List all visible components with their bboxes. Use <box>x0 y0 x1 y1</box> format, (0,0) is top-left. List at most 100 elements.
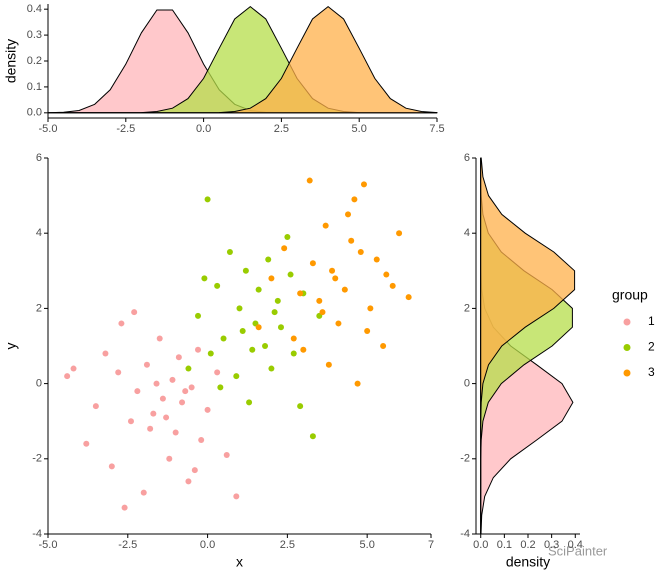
point <box>306 177 313 184</box>
point <box>249 346 256 353</box>
x-tick-label: 0.0 <box>473 539 488 551</box>
point <box>300 346 307 353</box>
point <box>70 365 77 372</box>
y-tick-label: -2 <box>460 453 470 465</box>
point <box>348 237 355 244</box>
x-tick-label: -5.0 <box>39 123 58 135</box>
x-tick-label: -5.0 <box>39 539 58 551</box>
point <box>195 312 202 319</box>
legend-marker <box>623 369 631 377</box>
point <box>153 380 160 387</box>
x-tick-label: 5.0 <box>352 123 367 135</box>
point <box>156 335 163 342</box>
point <box>309 433 316 440</box>
x-tick-label: 0.0 <box>200 539 215 551</box>
legend-label: 2 <box>648 340 655 354</box>
point <box>108 463 115 470</box>
point <box>239 327 246 334</box>
point <box>83 440 90 447</box>
point <box>281 245 288 252</box>
point <box>92 403 99 410</box>
point <box>345 211 352 218</box>
point <box>217 384 224 391</box>
point <box>242 267 249 274</box>
y-tick-label: -2 <box>32 453 42 465</box>
point <box>236 305 243 312</box>
point <box>166 455 173 462</box>
x-tick-label: 2.5 <box>274 123 289 135</box>
point <box>373 256 380 263</box>
y-tick-label: 2 <box>36 302 42 314</box>
point <box>354 380 361 387</box>
point <box>207 350 214 357</box>
point <box>309 260 316 267</box>
point <box>175 354 182 361</box>
point <box>351 196 358 203</box>
x-tick-label: 2.5 <box>280 539 295 551</box>
point <box>332 275 339 282</box>
watermark: SciPainter <box>548 543 608 558</box>
point <box>360 181 367 188</box>
point <box>405 294 412 301</box>
x-tick-label: 0.3 <box>544 539 559 551</box>
y-axis-label: density <box>3 39 19 83</box>
point <box>319 309 326 316</box>
point <box>147 425 154 432</box>
density-area <box>480 157 576 534</box>
point <box>159 395 166 402</box>
y-tick-label: 0.0 <box>27 107 42 119</box>
point <box>322 222 329 229</box>
point <box>325 361 332 368</box>
point <box>140 489 147 496</box>
x-tick-label: 0.0 <box>196 123 211 135</box>
point <box>172 429 179 436</box>
point <box>220 335 227 342</box>
density-area <box>48 5 438 114</box>
point <box>290 335 297 342</box>
point <box>223 452 230 459</box>
point <box>341 286 348 293</box>
point <box>316 297 323 304</box>
point <box>383 271 390 278</box>
point <box>201 275 208 282</box>
point <box>169 376 176 383</box>
point <box>329 267 336 274</box>
point <box>380 343 387 349</box>
y-tick-label: 6 <box>464 152 470 164</box>
point <box>357 249 364 255</box>
y-tick-label: -4 <box>32 528 42 540</box>
point <box>131 309 138 316</box>
legend-label: 3 <box>648 365 655 379</box>
point <box>163 414 170 421</box>
point <box>179 399 186 406</box>
point <box>364 327 371 334</box>
point <box>191 467 198 474</box>
legend-marker <box>623 318 631 326</box>
x-tick-label: 0.2 <box>520 539 535 551</box>
y-tick-label: 6 <box>36 152 42 164</box>
point <box>127 418 134 425</box>
point <box>396 230 403 237</box>
point <box>195 346 202 353</box>
x-tick-label: 5.0 <box>360 539 375 551</box>
point <box>185 478 192 485</box>
point <box>290 350 297 357</box>
point <box>233 493 240 500</box>
point <box>284 233 291 240</box>
y-tick-label: 4 <box>464 227 470 239</box>
x-tick-label: 0.4 <box>568 539 583 551</box>
y-tick-label: 0.2 <box>27 55 42 67</box>
x-axis-label: x <box>236 554 243 570</box>
point <box>265 256 272 263</box>
y-tick-label: 0.3 <box>27 29 42 41</box>
point <box>214 369 221 376</box>
x-tick-label: -2.5 <box>116 123 135 135</box>
point <box>115 369 122 376</box>
point <box>121 504 128 511</box>
legend-marker <box>623 344 631 351</box>
point <box>297 290 304 297</box>
point <box>271 309 278 316</box>
y-tick-label: 0.4 <box>27 3 42 15</box>
point <box>268 365 275 372</box>
